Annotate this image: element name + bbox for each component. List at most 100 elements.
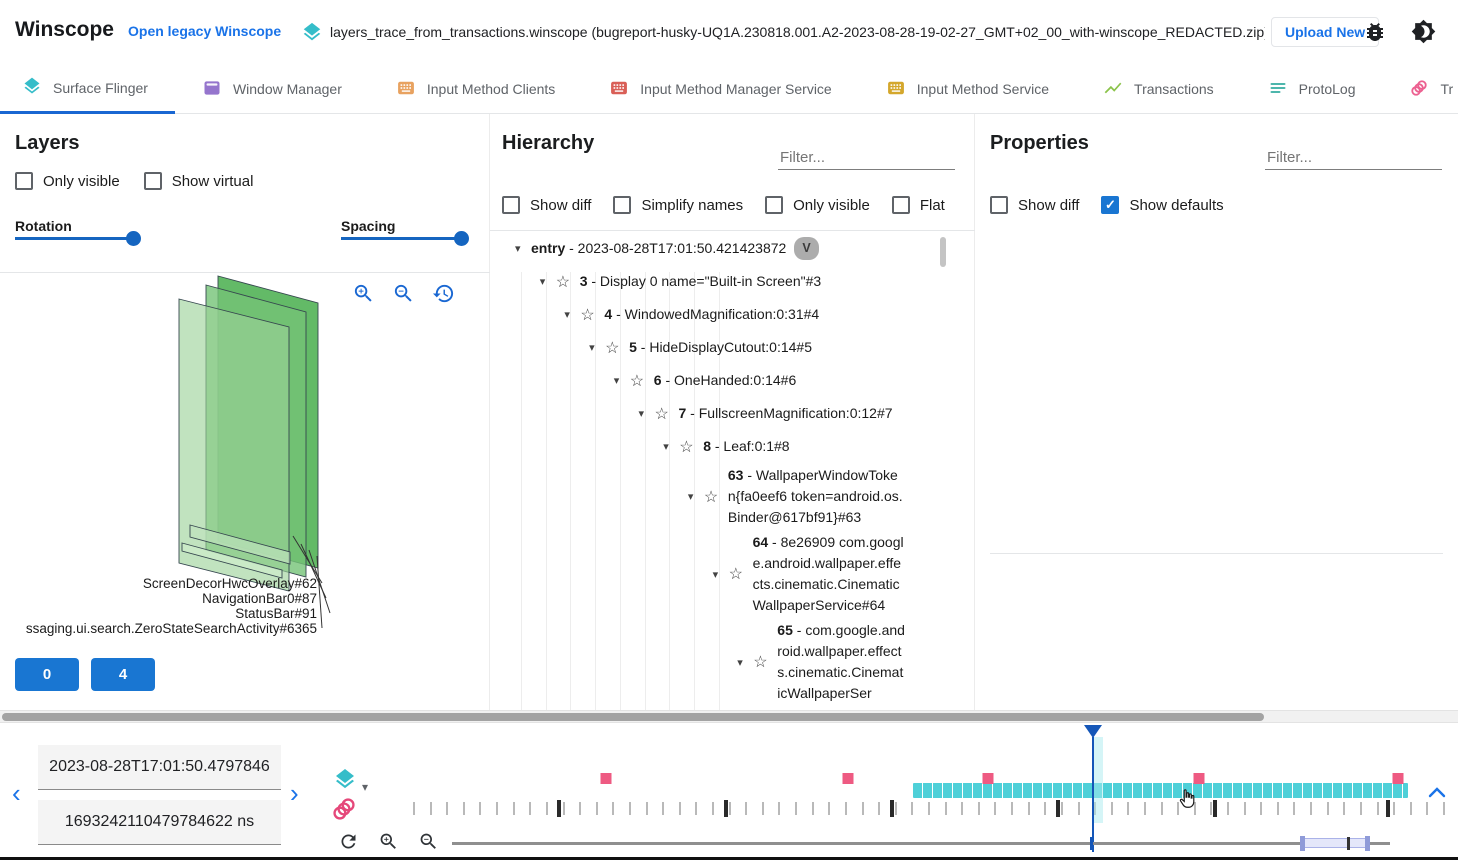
- transition-marker[interactable]: [982, 773, 994, 784]
- pin-star-icon[interactable]: ☆: [629, 372, 645, 390]
- collapse-caret-icon[interactable]: ▾: [564, 309, 570, 321]
- zoom-in-icon[interactable]: [352, 282, 375, 310]
- prev-entry-icon[interactable]: ‹: [12, 778, 21, 808]
- layer-id-button-4[interactable]: 4: [91, 658, 155, 691]
- tab-input-method-manager-service[interactable]: Input Method Manager Service: [582, 64, 858, 114]
- timestamp-human-field[interactable]: [38, 745, 281, 790]
- hierarchy-node[interactable]: ▾ ☆ 63 - WallpaperWindowToken{fa0eef6 toke…: [490, 463, 942, 530]
- collapse-caret-icon[interactable]: ▾: [589, 342, 595, 354]
- hierarchy-node[interactable]: ▾ entry - 2023-08-28T17:01:50.421423872 V: [490, 232, 942, 265]
- tab-input-method-service[interactable]: Input Method Service: [859, 64, 1076, 114]
- rotation-slider[interactable]: [15, 230, 141, 246]
- hierarchy-node[interactable]: ▾ ☆ 8 - Leaf:0:1#8: [490, 430, 942, 463]
- pin-star-icon[interactable]: ☆: [753, 654, 768, 671]
- checkbox-unchecked-icon[interactable]: [143, 172, 162, 190]
- pin-star-icon[interactable]: ☆: [605, 339, 620, 357]
- checkbox-unchecked-icon[interactable]: [990, 196, 1008, 214]
- scrollbar-thumb[interactable]: [2, 713, 1264, 721]
- zoom-out-icon[interactable]: [418, 831, 439, 857]
- simplify-names-checkbox[interactable]: Simplify names: [613, 196, 743, 214]
- collapse-caret-icon[interactable]: ▾: [539, 276, 546, 288]
- show-diff-checkbox[interactable]: Show diff: [990, 196, 1079, 214]
- main-horizontal-scrollbar[interactable]: [0, 710, 1458, 723]
- tab-input-method-clients[interactable]: Input Method Clients: [369, 64, 582, 114]
- tab-transactions[interactable]: Transactions: [1076, 64, 1241, 114]
- pin-star-icon[interactable]: ☆: [728, 566, 743, 583]
- hierarchy-node[interactable]: ▾ ☆ 3 - Display 0 name="Built-in Screen"#3: [490, 265, 942, 298]
- pin-star-icon[interactable]: ☆: [555, 273, 571, 291]
- collapse-caret-icon[interactable]: ▾: [663, 441, 669, 453]
- hierarchy-scrollbar[interactable]: [940, 234, 946, 704]
- timestamp-ns-field[interactable]: [38, 800, 281, 845]
- timeline-overview-slider[interactable]: [452, 842, 1390, 845]
- transition-marker[interactable]: [600, 773, 612, 784]
- ruler-minor-tick: [1177, 802, 1180, 815]
- collapse-caret-icon[interactable]: ▾: [687, 491, 694, 503]
- app-title: Winscope: [15, 18, 114, 41]
- show-diff-checkbox[interactable]: Show diff: [502, 196, 591, 214]
- show-virtual-checkbox[interactable]: Show virtual: [143, 172, 253, 190]
- refresh-icon[interactable]: [338, 831, 359, 857]
- surfaceflinger-trace-band[interactable]: [912, 783, 1408, 798]
- tab-tr[interactable]: Tr: [1382, 64, 1458, 114]
- overview-selection[interactable]: [1302, 838, 1368, 848]
- collapse-caret-icon[interactable]: ▾: [638, 408, 645, 420]
- reset-zoom-icon[interactable]: [432, 282, 455, 310]
- hierarchy-node[interactable]: ▾ ☆ 4 - WindowedMagnification:0:31#4: [490, 298, 942, 331]
- hierarchy-node[interactable]: ▾ ☆ 7 - FullscreenMagnification:0:12#7: [490, 397, 942, 430]
- layer-strip[interactable]: [189, 524, 291, 565]
- only-visible-checkbox[interactable]: Only visible: [765, 196, 870, 214]
- properties-panel: Properties Show diff ✓ Show defaults: [975, 114, 1458, 710]
- checkbox-unchecked-icon[interactable]: [613, 196, 632, 214]
- spacing-slider[interactable]: [341, 230, 469, 246]
- flat-checkbox[interactable]: Flat: [891, 196, 945, 214]
- hierarchy-node[interactable]: ▾ ☆ 6 - OneHanded:0:14#6: [490, 364, 942, 397]
- next-entry-icon[interactable]: ›: [290, 778, 299, 808]
- properties-filter-input[interactable]: [1265, 146, 1442, 170]
- layers-3d-scene[interactable]: [0, 274, 490, 634]
- layer-id-button-0[interactable]: 0: [15, 658, 79, 691]
- checkbox-unchecked-icon[interactable]: [15, 172, 33, 190]
- checkbox-unchecked-icon[interactable]: [502, 196, 520, 214]
- collapse-timeline-icon[interactable]: [1428, 785, 1446, 803]
- bug-report-icon[interactable]: [1363, 20, 1387, 49]
- only-visible-checkbox[interactable]: Only visible: [15, 172, 120, 190]
- pin-star-icon[interactable]: ☆: [580, 306, 595, 324]
- show-defaults-checkbox[interactable]: ✓ Show defaults: [1101, 196, 1224, 214]
- pin-star-icon[interactable]: ☆: [703, 488, 719, 506]
- collapse-caret-icon[interactable]: ▾: [515, 243, 521, 255]
- dark-mode-icon[interactable]: [1411, 19, 1436, 49]
- pin-star-icon[interactable]: ☆: [679, 438, 694, 456]
- tab-surface-flinger[interactable]: Surface Flinger: [0, 64, 175, 114]
- hierarchy-node[interactable]: ▾ ☆ 64 - 8e26909 com.google.android.wallpa…: [490, 530, 942, 618]
- hierarchy-node[interactable]: ▾ ☆ 5 - HideDisplayCutout:0:14#5: [490, 331, 942, 364]
- hierarchy-filter-input[interactable]: [778, 146, 955, 170]
- checkbox-checked-icon[interactable]: ✓: [1101, 196, 1120, 214]
- collapse-caret-icon[interactable]: ▾: [737, 656, 743, 669]
- overview-handle-left[interactable]: [1300, 836, 1305, 851]
- collapse-caret-icon[interactable]: ▾: [613, 375, 620, 387]
- hierarchy-node[interactable]: ▾ ☆ 65 - com.google.android.wallpaper.effe…: [490, 618, 942, 706]
- transition-marker[interactable]: [842, 773, 854, 784]
- checkbox-unchecked-icon[interactable]: [765, 196, 784, 214]
- zoom-out-icon[interactable]: [392, 282, 415, 310]
- tab-protolog[interactable]: ProtoLog: [1241, 64, 1383, 114]
- transitions-trace-icon[interactable]: [330, 795, 358, 828]
- layers-trace-icon[interactable]: [333, 767, 357, 796]
- checkbox-unchecked-icon[interactable]: [891, 196, 910, 214]
- open-legacy-link[interactable]: Open legacy Winscope: [128, 23, 282, 39]
- layer-strip[interactable]: [181, 542, 283, 579]
- timeline-ruler[interactable]: [413, 723, 1445, 857]
- collapse-caret-icon[interactable]: ▾: [712, 568, 719, 581]
- tab-window-manager[interactable]: Window Manager: [175, 64, 369, 114]
- zoom-in-icon[interactable]: [378, 831, 399, 857]
- transition-marker[interactable]: [1193, 773, 1205, 784]
- layer-rect[interactable]: [178, 298, 290, 592]
- overview-handle-right[interactable]: [1365, 836, 1370, 851]
- cursor-handle[interactable]: [1083, 725, 1102, 738]
- upload-new-button[interactable]: Upload New: [1271, 17, 1380, 47]
- transition-marker[interactable]: [1392, 773, 1404, 784]
- trace-select-caret-icon[interactable]: ▾: [362, 780, 369, 794]
- pin-star-icon[interactable]: ☆: [654, 405, 669, 423]
